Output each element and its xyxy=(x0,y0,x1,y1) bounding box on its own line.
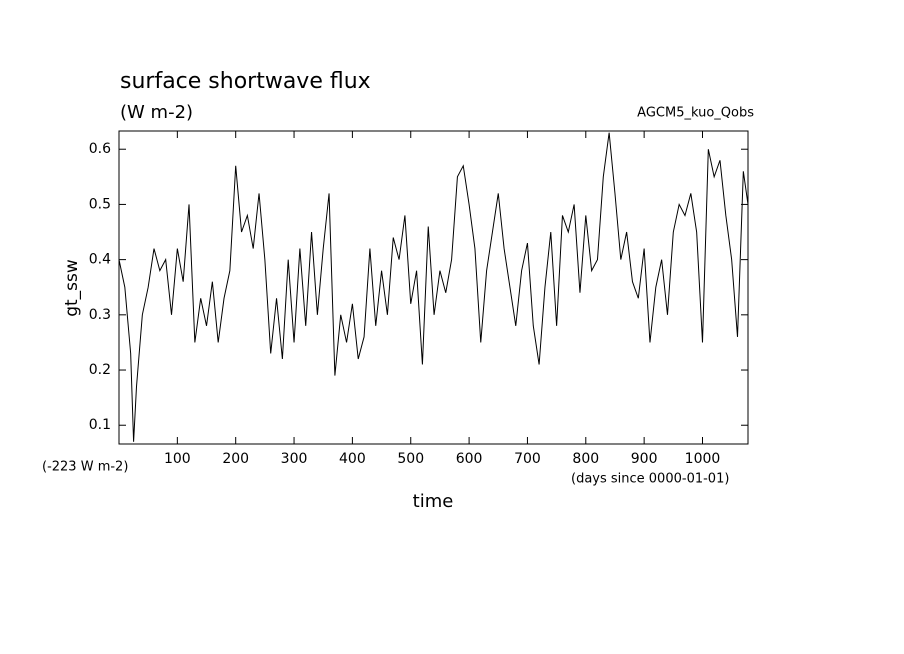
chart-title: surface shortwave flux xyxy=(120,69,371,94)
y-tick-label: 0.4 xyxy=(89,252,111,268)
x-tick-label: 700 xyxy=(514,451,541,467)
x-units: (days since 0000-01-01) xyxy=(571,472,729,487)
y-tick-label: 0.1 xyxy=(89,417,111,433)
x-tick-label: 200 xyxy=(222,451,249,467)
offset-note: (-223 W m-2) xyxy=(42,460,128,475)
x-tick-label: 1000 xyxy=(685,451,721,467)
x-tick-label: 300 xyxy=(281,451,308,467)
y-tick-label: 0.2 xyxy=(89,362,111,378)
x-tick-label: 900 xyxy=(631,451,658,467)
y-tick-label: 0.3 xyxy=(89,307,111,323)
y-tick-label: 0.6 xyxy=(89,141,111,157)
annotation: AGCM5_kuo_Qobs xyxy=(637,106,754,121)
x-tick-label: 400 xyxy=(339,451,366,467)
y-tick-label: 0.5 xyxy=(89,196,111,212)
chart-subtitle: (W m-2) xyxy=(120,102,193,123)
x-tick-label: 100 xyxy=(164,451,191,467)
x-axis-label: time xyxy=(413,491,454,512)
x-tick-label: 800 xyxy=(572,451,599,467)
plot-frame xyxy=(118,130,749,445)
x-tick-label: 600 xyxy=(456,451,483,467)
x-tick-label: 500 xyxy=(397,451,424,467)
data-line xyxy=(118,132,749,442)
y-axis-label: gt_ssw xyxy=(62,259,82,317)
